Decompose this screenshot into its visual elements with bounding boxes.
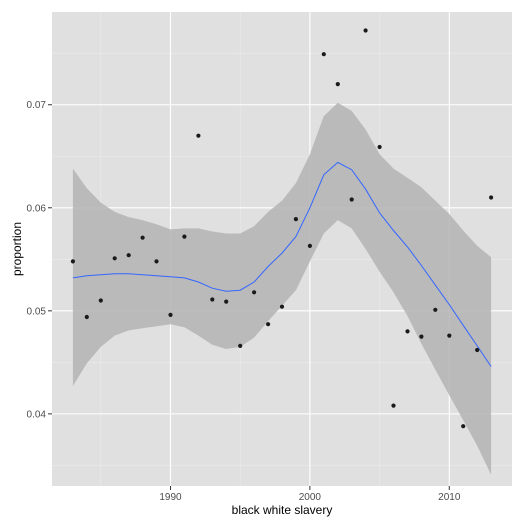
data-point (168, 312, 173, 317)
data-point (252, 290, 257, 295)
data-point (489, 195, 494, 200)
data-point (349, 197, 354, 202)
data-point (154, 259, 159, 264)
data-point (140, 235, 145, 240)
data-point (182, 234, 187, 239)
data-point (391, 403, 396, 408)
y-axis-ticks: 0.04 0.05 0.06 0.07 (27, 100, 52, 420)
y-tick-label: 0.04 (27, 409, 47, 420)
x-axis-title: black white slavery (232, 503, 333, 517)
smooth-trend-line (72, 161, 492, 367)
data-point (377, 144, 382, 150)
x-axis-ticks: 1990 2000 2010 (159, 486, 461, 503)
data-point (405, 329, 410, 334)
data-point (293, 217, 298, 222)
data-points (70, 28, 494, 429)
y-tick-label: 0.06 (27, 203, 47, 214)
data-point (210, 297, 215, 302)
y-tick-label: 0.05 (27, 306, 47, 317)
data-point (363, 28, 368, 33)
x-tick-label: 2010 (438, 492, 461, 503)
x-tick-label: 2000 (299, 492, 322, 503)
data-point (84, 314, 89, 320)
data-point (475, 347, 480, 353)
data-point (433, 307, 438, 312)
data-point (419, 334, 424, 339)
y-tick-label: 0.07 (27, 100, 47, 111)
data-point (321, 52, 326, 57)
data-point (238, 343, 243, 348)
confidence-ribbon (72, 102, 492, 475)
data-point (461, 424, 466, 429)
data-point (126, 253, 131, 258)
data-point (335, 82, 340, 87)
data-point (279, 304, 285, 309)
data-point (70, 259, 75, 264)
data-point (224, 299, 229, 304)
data-point (98, 298, 103, 303)
x-tick-label: 1990 (159, 492, 182, 503)
data-point (307, 243, 312, 248)
data-point (112, 256, 117, 261)
y-axis-title: proportion (10, 222, 24, 276)
data-point (266, 322, 271, 327)
data-point (447, 333, 452, 338)
data-point (196, 133, 201, 138)
